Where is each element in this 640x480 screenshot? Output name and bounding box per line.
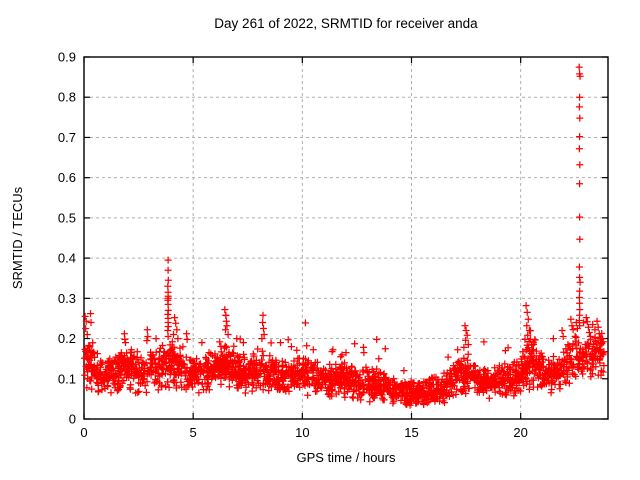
x-tick-label: 5 bbox=[190, 425, 197, 440]
axis-tick-labels: 0 5 10 15 20 0 0.1 0.2 0.3 0.4 0.5 0.6 0.7 0.8 0.9 bbox=[58, 50, 528, 441]
y-tick-label: 0.8 bbox=[58, 90, 76, 105]
data-points bbox=[81, 63, 608, 409]
y-tick-label: 0.2 bbox=[58, 331, 76, 346]
y-tick-label: 0.9 bbox=[58, 50, 76, 65]
x-tick-label: 20 bbox=[513, 425, 527, 440]
x-tick-label: 10 bbox=[295, 425, 309, 440]
x-tick-label: 15 bbox=[404, 425, 418, 440]
y-tick-label: 0.5 bbox=[58, 210, 76, 225]
plot-frame-and-ticks bbox=[83, 56, 609, 420]
y-tick-label: 0.1 bbox=[58, 371, 76, 386]
y-tick-label: 0.6 bbox=[58, 170, 76, 185]
y-tick-label: 0.7 bbox=[58, 130, 76, 145]
chart-title: Day 261 of 2022, SRMTID for receiver and… bbox=[214, 16, 478, 31]
y-tick-label: 0 bbox=[69, 412, 76, 427]
y-tick-label: 0.4 bbox=[58, 251, 76, 266]
y-tick-label: 0.3 bbox=[58, 291, 76, 306]
y-axis-label: SRMTID / TECUs bbox=[10, 186, 25, 289]
x-tick-label: 0 bbox=[80, 425, 87, 440]
x-axis-label: GPS time / hours bbox=[297, 450, 396, 465]
